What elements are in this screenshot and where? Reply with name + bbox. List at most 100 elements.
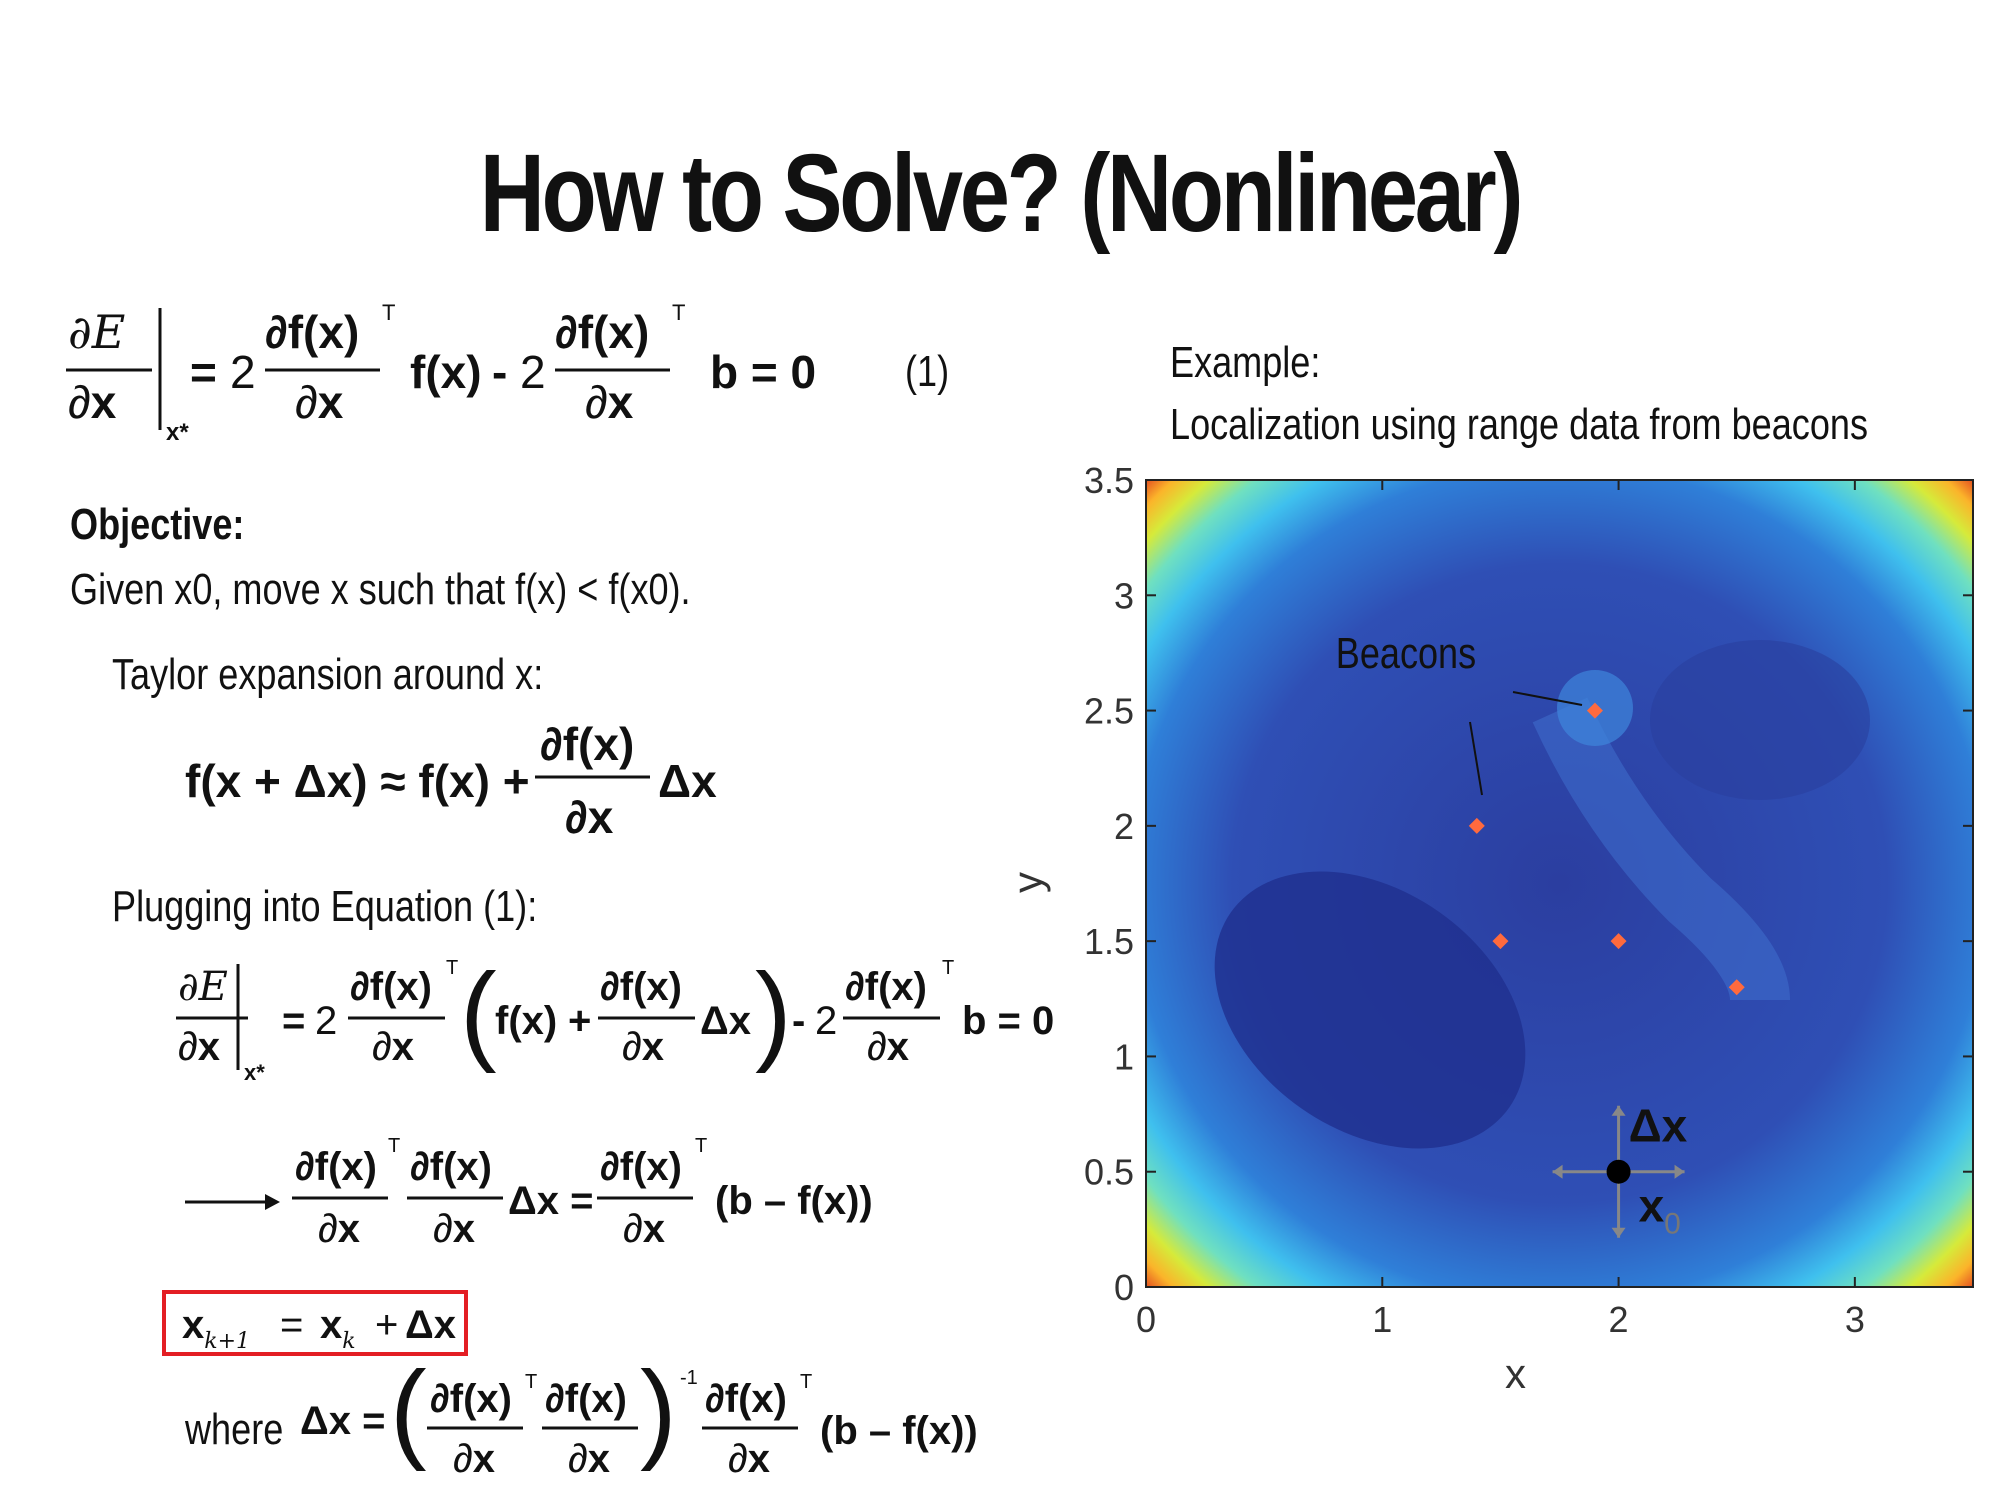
svg-text:+: + xyxy=(568,999,591,1043)
svg-text:T: T xyxy=(672,300,685,325)
taylor-label: Taylor expansion around x: xyxy=(112,650,544,699)
svg-text:-1: -1 xyxy=(680,1368,698,1389)
y-tick-label: 3 xyxy=(1114,575,1134,616)
svg-text:(b – f(x)): (b – f(x)) xyxy=(715,1179,873,1223)
delta-x-formula: Δx = ( ∂f(x) ∂x T ∂f(x) ∂x ) -1 ∂f(x) ∂x… xyxy=(300,1368,978,1481)
svg-text:=: = xyxy=(190,346,217,398)
svg-text:x*: x* xyxy=(166,419,189,446)
objective-heading: Objective: xyxy=(70,500,245,549)
y-tick-label: 2 xyxy=(1114,806,1134,847)
beacon-marker xyxy=(1492,933,1509,950)
x-tick-label: 2 xyxy=(1609,1299,1629,1340)
svg-text:b = 0: b = 0 xyxy=(710,346,816,398)
svg-text:f(x): f(x) xyxy=(410,346,482,398)
svg-text:∂f(x): ∂f(x) xyxy=(410,1145,492,1189)
beacon-marker xyxy=(1610,933,1627,950)
svg-text:∂x: ∂x xyxy=(453,1437,495,1481)
y-tick-label: 0 xyxy=(1114,1267,1134,1308)
svg-text:∂x: ∂x xyxy=(318,1207,360,1251)
svg-text:∂f(x): ∂f(x) xyxy=(845,965,927,1009)
svg-text:2: 2 xyxy=(315,999,337,1043)
svg-text:-: - xyxy=(792,999,805,1043)
step-arrow-left-head xyxy=(1552,1164,1563,1179)
beacon-pointer-line xyxy=(1512,691,1583,706)
beacons-label: Beacons xyxy=(1336,629,1476,678)
plugged-equation: ∂E ∂x x* = 2 ∂f(x) ∂x T ( f(x) + ∂f(x) ∂… xyxy=(176,951,1054,1085)
svg-text:T: T xyxy=(800,1371,812,1393)
svg-text:-: - xyxy=(492,346,507,398)
svg-text:∂x: ∂x xyxy=(623,1207,665,1251)
update-rule: xk+1 = xk + Δx xyxy=(182,1303,456,1354)
svg-text:T: T xyxy=(695,1135,707,1157)
y-tick-label: 3.5 xyxy=(1084,460,1134,501)
beacon-marker xyxy=(1728,979,1745,996)
cost-secondary-region xyxy=(1650,640,1870,800)
y-tick-label: 2.5 xyxy=(1084,691,1134,732)
x-tick-label: 0 xyxy=(1136,1299,1156,1340)
step-arrow-up-head xyxy=(1611,1105,1626,1116)
svg-text:∂x: ∂x xyxy=(622,1025,664,1069)
svg-text:∂f(x): ∂f(x) xyxy=(600,1145,682,1189)
svg-text:∂f(x): ∂f(x) xyxy=(430,1377,512,1421)
svg-text:∂x: ∂x xyxy=(728,1437,770,1481)
svg-text:f(x): f(x) xyxy=(495,999,557,1043)
svg-text:∂f(x): ∂f(x) xyxy=(540,718,634,770)
svg-text:f(x + Δx) ≈ f(x) +: f(x + Δx) ≈ f(x) + xyxy=(185,755,530,807)
svg-text:Δx: Δx xyxy=(658,755,717,807)
svg-text:∂x: ∂x xyxy=(585,376,634,428)
svg-text:b = 0: b = 0 xyxy=(962,999,1054,1043)
start-point-marker xyxy=(1606,1159,1631,1184)
plugging-label: Plugging into Equation (1): xyxy=(112,882,538,931)
svg-text:(: ( xyxy=(460,951,497,1074)
update-rule-box xyxy=(162,1290,468,1356)
svg-text:Δx =: Δx = xyxy=(300,1399,385,1443)
svg-text:T: T xyxy=(525,1371,537,1393)
y-axis-label: y xyxy=(1004,872,1051,893)
svg-text:∂f(x): ∂f(x) xyxy=(555,306,649,358)
svg-text:Δx: Δx xyxy=(405,1303,456,1347)
svg-text:x*: x* xyxy=(244,1060,265,1085)
example-description: Localization using range data from beaco… xyxy=(1170,400,1868,449)
objective-line: Given x0, move x such that f(x) < f(x0). xyxy=(70,565,691,614)
svg-text:∂x: ∂x xyxy=(178,1025,220,1069)
step-label: Δx xyxy=(1629,1100,1688,1152)
step-arrow-down-head xyxy=(1611,1227,1626,1238)
svg-text:2: 2 xyxy=(230,346,256,398)
beacon-marker xyxy=(1586,702,1603,719)
y-tick-label: 0.5 xyxy=(1084,1152,1134,1193)
svg-text:2: 2 xyxy=(520,346,546,398)
step-arrow-right-head xyxy=(1674,1164,1685,1179)
equation-number: (1) xyxy=(905,347,950,396)
svg-text:∂f(x): ∂f(x) xyxy=(350,965,432,1009)
cost-minimum-region xyxy=(1214,871,1526,1149)
svg-text:=: = xyxy=(280,1303,303,1347)
taylor-equation: f(x + Δx) ≈ f(x) + ∂f(x) ∂x Δx xyxy=(185,718,717,843)
svg-text:): ) xyxy=(640,1368,677,1472)
svg-text:+: + xyxy=(375,1303,398,1347)
where-label: where xyxy=(185,1405,284,1454)
svg-text:∂x: ∂x xyxy=(565,791,614,843)
svg-text:∂E: ∂E xyxy=(178,964,228,1010)
y-tick-label: 1.5 xyxy=(1084,921,1134,962)
svg-text:∂x: ∂x xyxy=(68,376,117,428)
svg-text:=: = xyxy=(282,999,305,1043)
svg-text:T: T xyxy=(382,300,395,325)
svg-text:∂x: ∂x xyxy=(867,1025,909,1069)
x-tick-label: 3 xyxy=(1845,1299,1865,1340)
example-label: Example: xyxy=(1170,338,1321,387)
svg-text:∂x: ∂x xyxy=(295,376,344,428)
svg-text:∂x: ∂x xyxy=(568,1437,610,1481)
beacon-ridge xyxy=(1532,697,1790,1003)
y-tick-label: 1 xyxy=(1114,1036,1134,1077)
svg-text:∂f(x): ∂f(x) xyxy=(705,1377,787,1421)
svg-text:∂E: ∂E xyxy=(68,305,125,359)
svg-text:): ) xyxy=(755,951,792,1074)
equation-1: ∂E ∂x x* = 2 ∂f(x) ∂x T f(x) - 2 ∂f(x) ∂… xyxy=(66,300,816,446)
svg-text:(b – f(x)): (b – f(x)) xyxy=(820,1409,978,1453)
svg-text:2: 2 xyxy=(815,999,837,1043)
beacon-pointer-line xyxy=(1469,721,1483,796)
normal-equation: ∂f(x) ∂x T ∂f(x) ∂x Δx = ∂f(x) ∂x T (b –… xyxy=(185,1135,873,1251)
svg-text:∂f(x): ∂f(x) xyxy=(295,1145,377,1189)
svg-text:∂x: ∂x xyxy=(433,1207,475,1251)
svg-text:∂f(x): ∂f(x) xyxy=(600,965,682,1009)
